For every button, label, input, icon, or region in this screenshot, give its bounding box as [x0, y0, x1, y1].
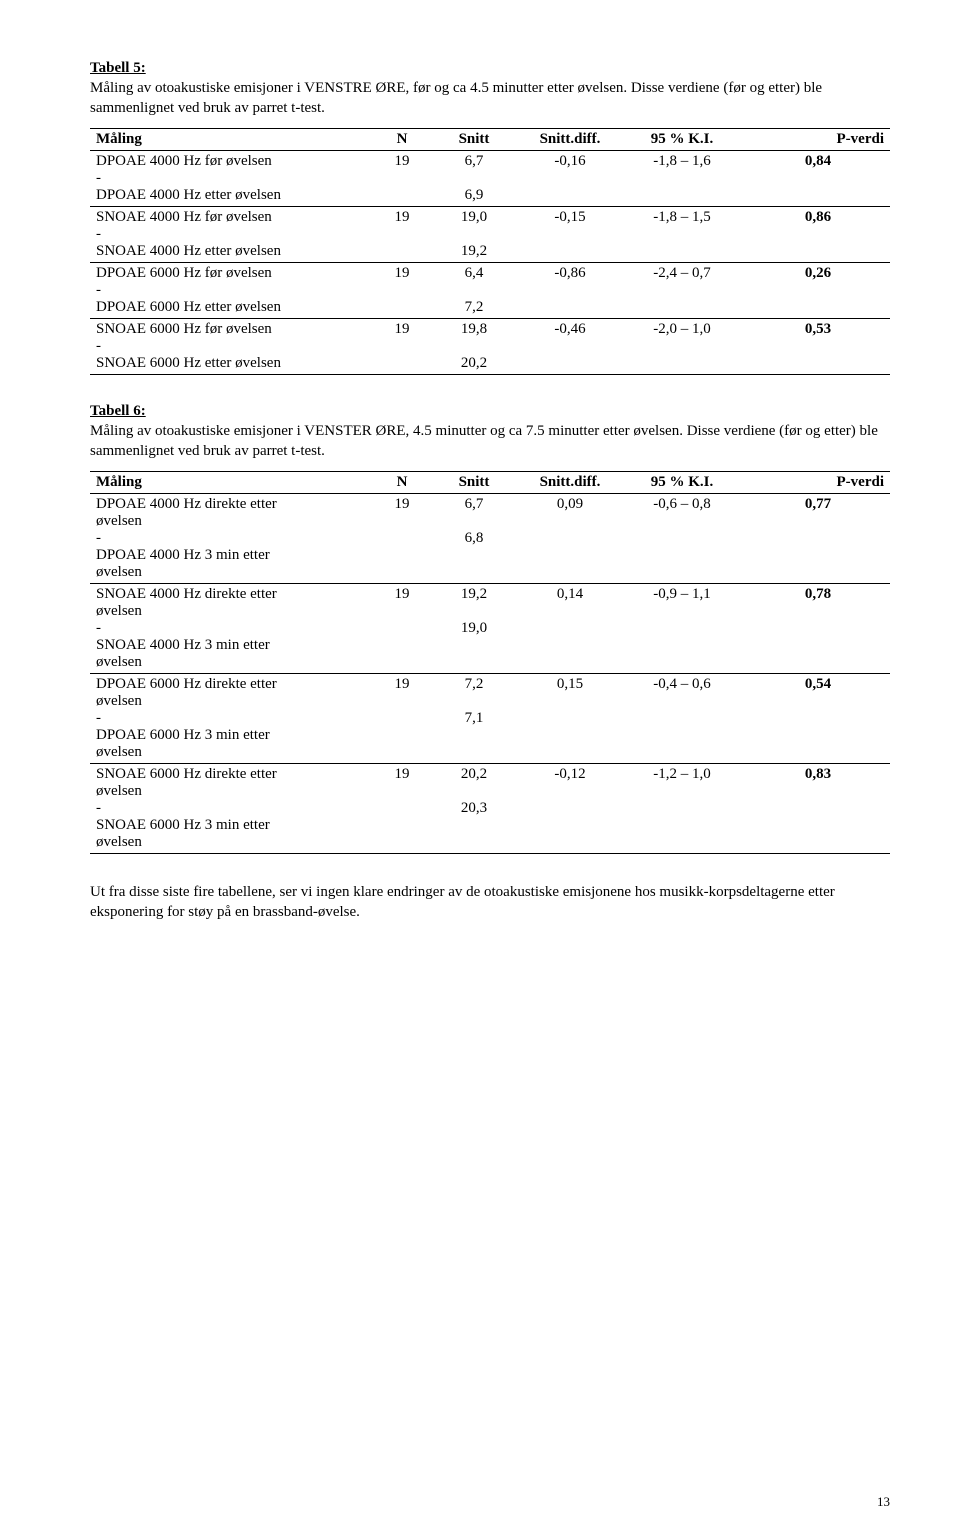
cell-label: DPOAE 4000 Hz direkte etter øvelsen - DP…: [90, 494, 378, 584]
cell-n: 19: [378, 263, 426, 319]
cell-label: SNOAE 4000 Hz før øvelsen - SNOAE 4000 H…: [90, 207, 378, 263]
cell-n: 19: [378, 207, 426, 263]
cell-diff: -0,15: [522, 207, 618, 263]
th-p: P-verdi: [746, 472, 890, 494]
cell-snitt: 6,7 6,8: [426, 494, 522, 584]
cell-p: 0,84: [746, 151, 890, 207]
th-n: N: [378, 472, 426, 494]
table6-title: Tabell 6:: [90, 403, 890, 420]
cell-p: 0,86: [746, 207, 890, 263]
cell-ki: -0,4 – 0,6: [618, 674, 746, 764]
table-row: SNOAE 6000 Hz direkte etter øvelsen - SN…: [90, 764, 890, 854]
cell-snitt: 7,2 7,1: [426, 674, 522, 764]
cell-diff: -0,16: [522, 151, 618, 207]
table-row: DPOAE 4000 Hz før øvelsen - DPOAE 4000 H…: [90, 151, 890, 207]
th-diff: Snitt.diff.: [522, 129, 618, 151]
cell-p: 0,78: [746, 584, 890, 674]
cell-diff: -0,86: [522, 263, 618, 319]
th-ki: 95 % K.I.: [618, 472, 746, 494]
cell-ki: -2,0 – 1,0: [618, 319, 746, 375]
th-snitt: Snitt: [426, 472, 522, 494]
cell-ki: -1,8 – 1,5: [618, 207, 746, 263]
cell-label: SNOAE 4000 Hz direkte etter øvelsen - SN…: [90, 584, 378, 674]
cell-snitt: 19,8 20,2: [426, 319, 522, 375]
table6-header-row: Måling N Snitt Snitt.diff. 95 % K.I. P-v…: [90, 472, 890, 494]
cell-n: 19: [378, 319, 426, 375]
th-label: Måling: [90, 129, 378, 151]
cell-label: DPOAE 6000 Hz før øvelsen - DPOAE 6000 H…: [90, 263, 378, 319]
cell-diff: 0,14: [522, 584, 618, 674]
cell-label: SNOAE 6000 Hz før øvelsen - SNOAE 6000 H…: [90, 319, 378, 375]
th-snitt: Snitt: [426, 129, 522, 151]
table-row: DPOAE 6000 Hz før øvelsen - DPOAE 6000 H…: [90, 263, 890, 319]
table-row: SNOAE 4000 Hz før øvelsen - SNOAE 4000 H…: [90, 207, 890, 263]
cell-n: 19: [378, 764, 426, 854]
cell-n: 19: [378, 584, 426, 674]
table-row: DPOAE 4000 Hz direkte etter øvelsen - DP…: [90, 494, 890, 584]
cell-ki: -1,8 – 1,6: [618, 151, 746, 207]
cell-snitt: 20,2 20,3: [426, 764, 522, 854]
closing-paragraph: Ut fra disse siste fire tabellene, ser v…: [90, 882, 890, 923]
cell-n: 19: [378, 494, 426, 584]
page-number: 13: [877, 1494, 890, 1510]
cell-label: DPOAE 6000 Hz direkte etter øvelsen - DP…: [90, 674, 378, 764]
cell-snitt: 6,4 7,2: [426, 263, 522, 319]
cell-label: DPOAE 4000 Hz før øvelsen - DPOAE 4000 H…: [90, 151, 378, 207]
cell-p: 0,83: [746, 764, 890, 854]
cell-diff: 0,09: [522, 494, 618, 584]
cell-p: 0,53: [746, 319, 890, 375]
cell-snitt: 6,7 6,9: [426, 151, 522, 207]
table6-description: Måling av otoakustiske emisjoner i VENST…: [90, 422, 890, 461]
cell-ki: -2,4 – 0,7: [618, 263, 746, 319]
cell-p: 0,26: [746, 263, 890, 319]
th-n: N: [378, 129, 426, 151]
cell-n: 19: [378, 151, 426, 207]
table-row: DPOAE 6000 Hz direkte etter øvelsen - DP…: [90, 674, 890, 764]
th-label: Måling: [90, 472, 378, 494]
th-diff: Snitt.diff.: [522, 472, 618, 494]
cell-snitt: 19,0 19,2: [426, 207, 522, 263]
table-row: SNOAE 4000 Hz direkte etter øvelsen - SN…: [90, 584, 890, 674]
cell-p: 0,77: [746, 494, 890, 584]
table5-title: Tabell 5:: [90, 60, 890, 77]
cell-ki: -0,9 – 1,1: [618, 584, 746, 674]
cell-ki: -0,6 – 0,8: [618, 494, 746, 584]
th-p: P-verdi: [746, 129, 890, 151]
cell-n: 19: [378, 674, 426, 764]
cell-snitt: 19,2 19,0: [426, 584, 522, 674]
cell-diff: -0,46: [522, 319, 618, 375]
table6: Måling N Snitt Snitt.diff. 95 % K.I. P-v…: [90, 471, 890, 854]
table5: Måling N Snitt Snitt.diff. 95 % K.I. P-v…: [90, 128, 890, 375]
cell-diff: -0,12: [522, 764, 618, 854]
table5-description: Måling av otoakustiske emisjoner i VENST…: [90, 79, 890, 118]
cell-ki: -1,2 – 1,0: [618, 764, 746, 854]
cell-p: 0,54: [746, 674, 890, 764]
table-row: SNOAE 6000 Hz før øvelsen - SNOAE 6000 H…: [90, 319, 890, 375]
cell-label: SNOAE 6000 Hz direkte etter øvelsen - SN…: [90, 764, 378, 854]
cell-diff: 0,15: [522, 674, 618, 764]
th-ki: 95 % K.I.: [618, 129, 746, 151]
table5-header-row: Måling N Snitt Snitt.diff. 95 % K.I. P-v…: [90, 129, 890, 151]
